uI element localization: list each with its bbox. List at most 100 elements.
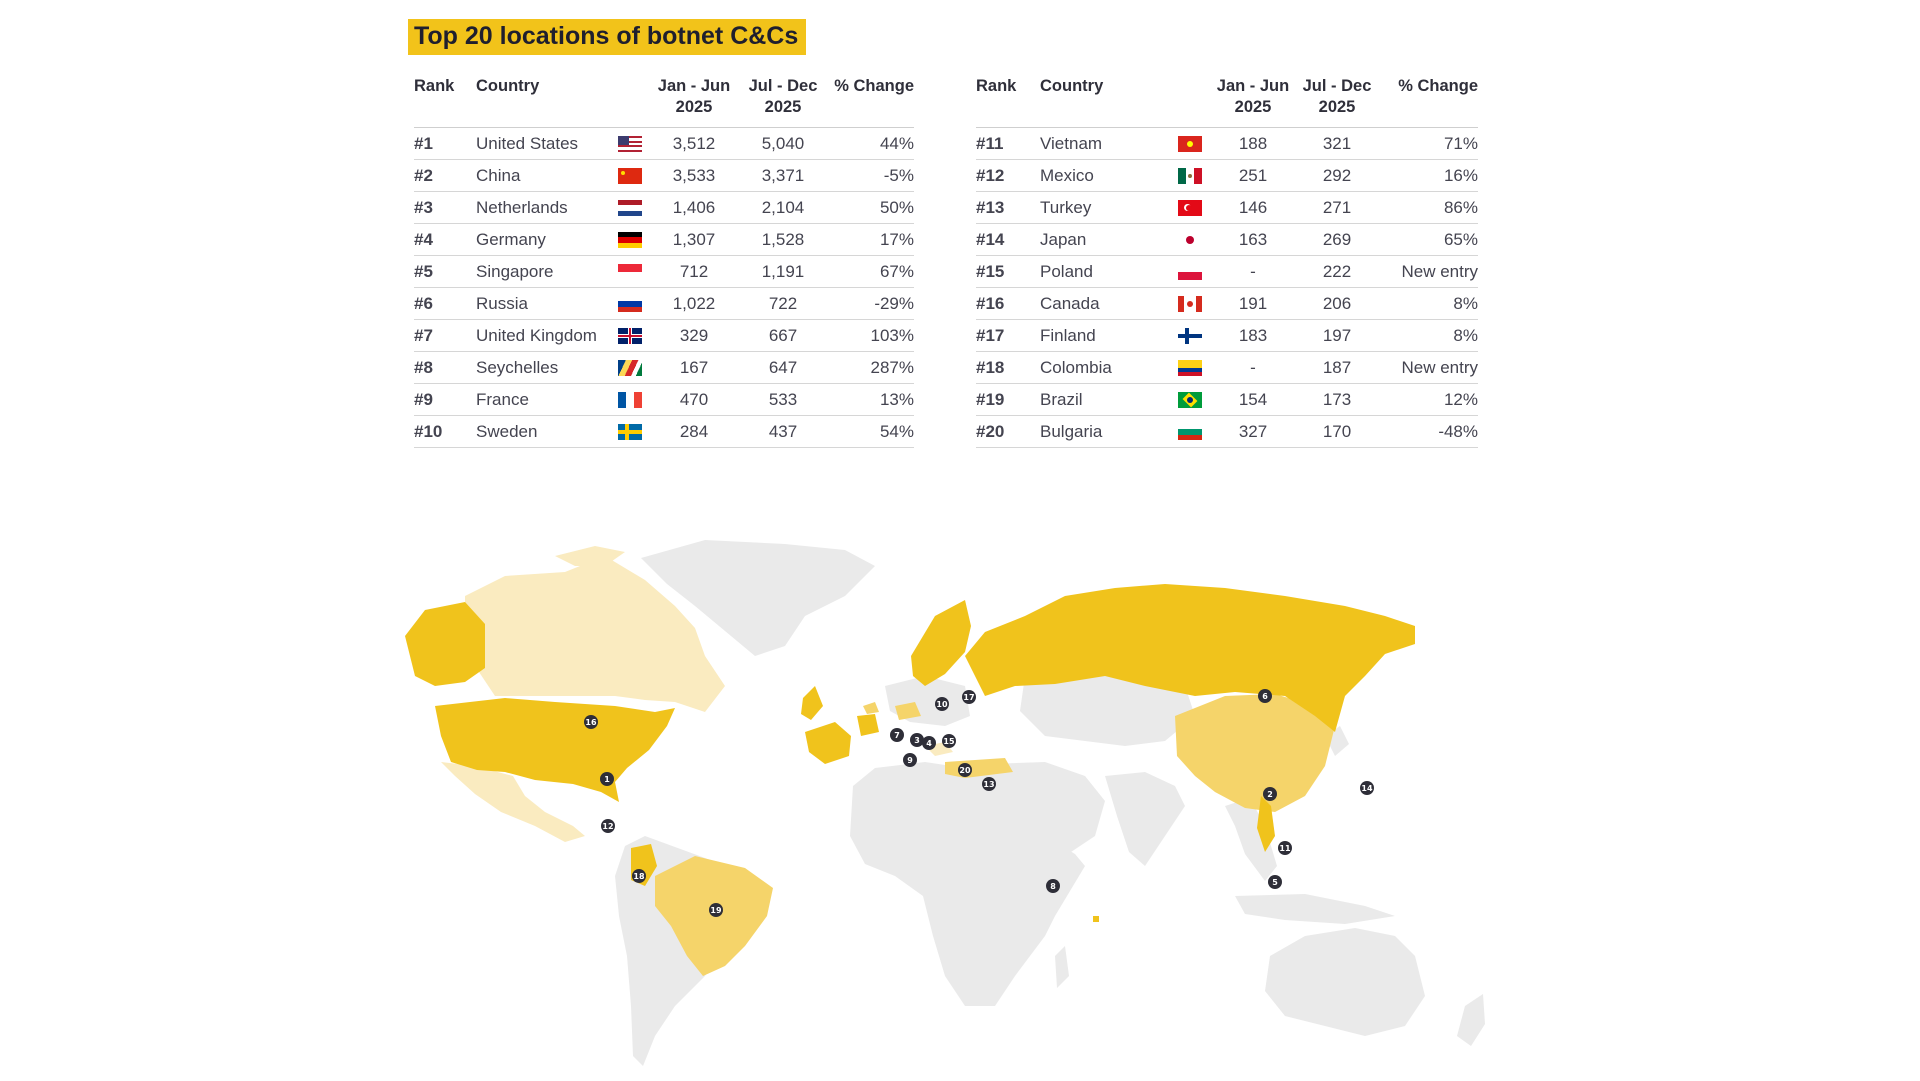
table-row: #11 Vietnam 188 321 71% (976, 127, 1478, 160)
change-value: 44% (830, 127, 914, 160)
russia-shape (965, 584, 1415, 732)
table-row: #8 Seychelles 167 647 287% (414, 351, 914, 384)
map-marker-3: 3 (910, 733, 924, 747)
country-cell: Japan (1040, 223, 1178, 256)
map-marker-dot (709, 903, 723, 917)
new-zealand-shape (1457, 994, 1485, 1046)
flag-cell (1178, 415, 1212, 448)
flag-cell (618, 159, 652, 192)
jan-jun-value: 329 (652, 319, 736, 352)
flag-cell (618, 415, 652, 448)
finland-flag-icon (1178, 328, 1202, 345)
uk-shape (801, 686, 823, 720)
table-row: #20 Bulgaria 327 170 -48% (976, 415, 1478, 448)
jan-jun-value: 154 (1212, 383, 1294, 416)
jan-jun-value: - (1212, 255, 1294, 288)
jul-dec-value: 187 (1294, 351, 1380, 384)
change-value: 8% (1380, 287, 1478, 320)
france-shape (805, 722, 851, 764)
ranking-table-right: Rank Country Jan - Jun 2025 Jul - Dec 2025… (976, 72, 1478, 448)
flag-header (1178, 72, 1212, 128)
jul-dec-value: 5,040 (736, 127, 830, 160)
map-marker-12: 12 (601, 819, 615, 833)
change-value: New entry (1380, 255, 1478, 288)
change-value: 8% (1380, 319, 1478, 352)
change-value: 103% (830, 319, 914, 352)
table-row: #15 Poland -222 New entry (976, 255, 1478, 288)
vietnam-flag-icon (1178, 136, 1202, 153)
country-cell: Vietnam (1040, 127, 1178, 160)
country-cell: Russia (476, 287, 618, 320)
colombia-flag-icon (1178, 360, 1202, 377)
table-row: #9 France 470 533 13% (414, 383, 914, 416)
map-marker-6: 6 (1258, 689, 1272, 703)
map-marker-14: 14 (1360, 781, 1374, 795)
jan-jun-value: 3,512 (652, 127, 736, 160)
mexico-shape (441, 762, 585, 842)
country-cell: Singapore (476, 255, 618, 288)
jan-jun-header: Jan - Jun 2025 (652, 72, 736, 128)
map-marker-dot (1258, 689, 1272, 703)
rank-cell: #7 (414, 319, 476, 352)
map-marker-10: 10 (935, 697, 949, 711)
map-marker-label: 12 (602, 822, 613, 831)
map-marker-label: 4 (926, 739, 932, 748)
uk-flag-icon (618, 328, 642, 345)
country-cell: Seychelles (476, 351, 618, 384)
rank-cell: #5 (414, 255, 476, 288)
rank-cell: #6 (414, 287, 476, 320)
jan-jun-value: 284 (652, 415, 736, 448)
table-row: #3 Netherlands 1,406 2,104 50% (414, 191, 914, 224)
bulgaria-flag-icon (1178, 424, 1202, 440)
us-shape (435, 698, 675, 802)
jul-dec-value: 271 (1294, 191, 1380, 224)
change-value: -48% (1380, 415, 1478, 448)
china-shape (1175, 694, 1335, 812)
map-marker-dot (584, 715, 598, 729)
world-map: 1 2 3 4 5 6 7 8 9 10 11 12 13 14 15 16 17 18 19 20 (405, 536, 1505, 1076)
change-value: 17% (830, 223, 914, 256)
country-cell: Brazil (1040, 383, 1178, 416)
map-marker-label: 16 (585, 718, 597, 727)
map-marker-dot (1360, 781, 1374, 795)
flag-cell (1178, 287, 1212, 320)
netherlands-flag-icon (618, 200, 642, 216)
country-cell: Mexico (1040, 159, 1178, 192)
country-cell: France (476, 383, 618, 416)
poland-shape (895, 702, 921, 720)
jul-dec-value: 722 (736, 287, 830, 320)
map-marker-label: 6 (1262, 692, 1268, 701)
jul-dec-value: 321 (1294, 127, 1380, 160)
jul-dec-value: 2,104 (736, 191, 830, 224)
flag-cell (1178, 159, 1212, 192)
france-flag-icon (618, 392, 642, 409)
jul-dec-value: 170 (1294, 415, 1380, 448)
canada-shape (465, 556, 725, 712)
jan-jun-value: 3,533 (652, 159, 736, 192)
country-cell: Finland (1040, 319, 1178, 352)
africa-shape (850, 762, 1085, 1006)
rank-header: Rank (414, 72, 476, 128)
change-value: 287% (830, 351, 914, 384)
rank-cell: #4 (414, 223, 476, 256)
map-marker-16: 16 (584, 715, 598, 729)
map-marker-13: 13 (982, 777, 996, 791)
map-marker-2: 2 (1263, 787, 1277, 801)
rank-cell: #14 (976, 223, 1040, 256)
russia-flag-icon (618, 296, 642, 312)
flag-cell (1178, 351, 1212, 384)
map-marker-label: 18 (633, 872, 645, 881)
jul-dec-value: 3,371 (736, 159, 830, 192)
country-cell: Colombia (1040, 351, 1178, 384)
map-marker-dot (601, 819, 615, 833)
table-row: #13 Turkey 146 271 86% (976, 191, 1478, 224)
change-header: % Change (1380, 72, 1478, 128)
map-marker-label: 3 (914, 736, 920, 745)
rank-cell: #3 (414, 191, 476, 224)
map-marker-dot (1268, 875, 1282, 889)
map-marker-dot (632, 869, 646, 883)
singapore-flag-icon (618, 264, 642, 281)
alaska-shape (405, 602, 485, 686)
jan-jun-value: 1,022 (652, 287, 736, 320)
brazil-flag-icon (1178, 392, 1202, 409)
